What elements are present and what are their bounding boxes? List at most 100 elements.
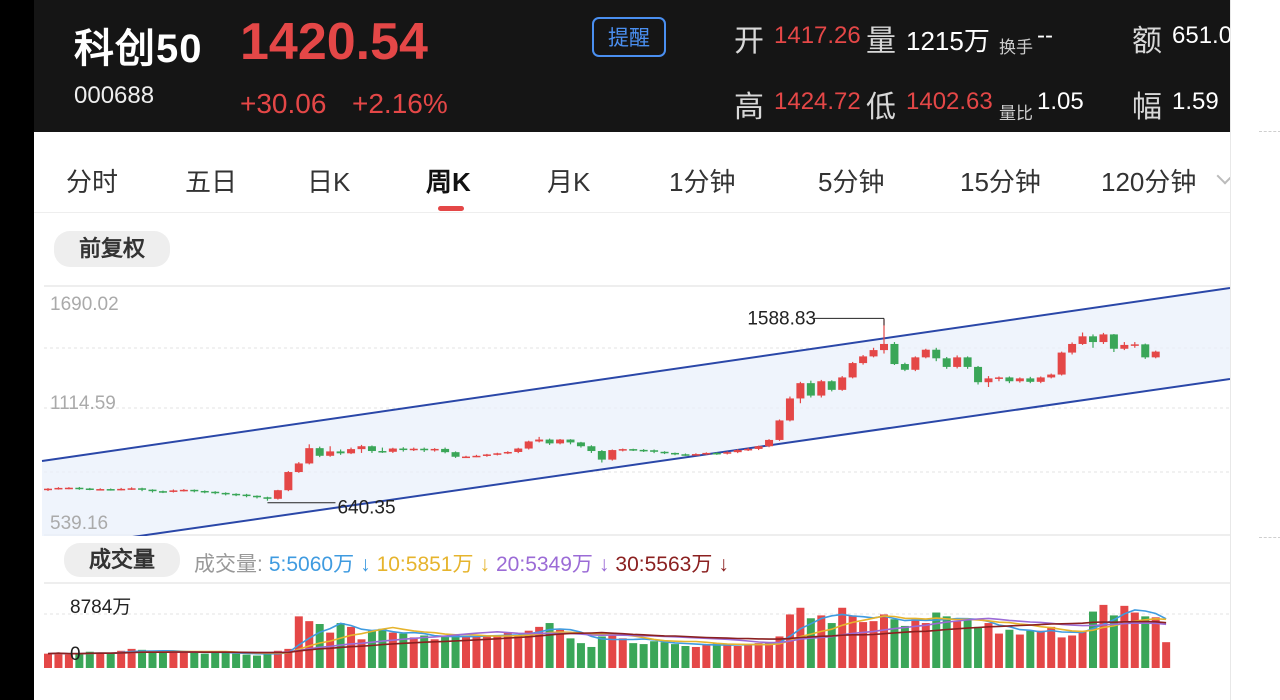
candle-body [974,366,983,383]
volume-bar [200,653,209,668]
candle-body [838,377,847,390]
tab-five-day[interactable]: 五日 [185,167,238,197]
stock-price: 1420.54 [240,13,428,71]
stock-change: +30.06 [240,88,327,119]
volume-bar [775,636,784,668]
volume-bar [54,652,63,668]
candle-body [744,448,753,451]
volume-bar [650,641,659,668]
volume-bar [890,619,899,668]
volume-bar [242,654,251,668]
candle-body [1036,377,1045,382]
tab-monthly-k[interactable]: 月K [547,167,591,197]
volume-indicator-button[interactable]: 成交量 [64,543,180,577]
open-value: 1417.26 [774,22,861,49]
stock-change-percent: +2.16% [352,88,448,119]
active-tab-indicator [438,206,464,211]
volume-bar [326,632,335,668]
volume-bar [367,630,376,668]
tab-daily-k[interactable]: 日K [307,167,351,197]
ma10-label: 10:5851万 ↓ [376,553,490,576]
candle-body [880,343,888,351]
candle-body [984,378,993,383]
volume-label: 量 [866,25,896,58]
volume-bar [733,646,742,668]
volume-bar [263,653,272,668]
candle-body [702,452,711,455]
candle-body [691,454,700,456]
volume-chart[interactable] [34,580,1230,672]
tab-weekly-k[interactable]: 周K [426,167,471,197]
volume-bar [85,651,94,668]
candle-body [1068,343,1077,353]
candle-body [409,448,418,451]
volume-bar [1057,637,1066,668]
tab-15min[interactable]: 15分钟 [960,167,1041,197]
volume-bar [618,638,627,668]
chevron-down-icon[interactable] [1216,167,1230,185]
volume-bar [315,624,324,668]
volume-bar [744,645,753,668]
candle-body [44,488,52,491]
volume-bar [765,642,774,668]
amplitude-label: 幅 [1132,91,1162,124]
candle-body [420,448,429,451]
volume-bar [660,642,669,668]
candle-body [367,446,376,452]
volume-bar [179,651,188,668]
candle-body [190,489,199,492]
candle-body [96,489,105,491]
candle-body [232,493,241,496]
candle-body [859,356,868,364]
candle-body [1026,378,1035,382]
candle-body [169,490,178,492]
candle-body [1109,334,1118,349]
candle-body [953,357,962,367]
volume-bar [1130,612,1139,668]
volume-bar [838,607,847,668]
stock-chart-app: 科创50 000688 1420.54 +30.06 +2.16% 提醒 开 1… [34,0,1230,700]
candle-body [629,449,638,451]
candle-body [179,489,188,492]
volume-bar [556,629,565,668]
remind-button[interactable]: 提醒 [592,17,666,57]
volume-bar [44,653,52,668]
candle-body [503,451,512,454]
candle-body [117,488,126,491]
volume-bar [984,623,993,668]
trend-channel-fill [42,288,1230,536]
candle-body [305,448,314,464]
volume-bar [1109,615,1118,668]
volume-legend: 成交量: 5:5060万 ↓ 10:5851万 ↓ 20:5349万 ↓ 30:5563万 ↓ [194,548,735,578]
tab-5min[interactable]: 5分钟 [818,167,885,197]
tab-120min[interactable]: 120分钟 [1101,167,1197,197]
volume-bar [148,651,157,668]
high-label: 高 [734,91,764,124]
volume-bar [1078,631,1087,668]
candle-body [576,442,585,447]
price-adjust-button[interactable]: 前复权 [54,231,170,267]
candle-body [388,448,397,452]
tab-1min[interactable]: 1分钟 [669,167,736,197]
volume-bar [1015,634,1024,668]
volume-bar [1026,630,1035,668]
high-annotation-label: 1588.83 [747,308,816,329]
candlestick-chart[interactable]: 1690.02 1114.59 539.16 1588.83 640.35 [34,280,1230,536]
candle-body [524,441,533,449]
volume-axis-zero: 0 [70,644,81,665]
volume-bar [671,644,679,668]
candle-body [587,446,596,452]
tab-intraday[interactable]: 分时 [66,167,119,197]
stock-code: 000688 [74,82,155,109]
candle-body [347,449,356,454]
volume-bar [880,614,888,668]
candle-body [1151,351,1160,358]
price-axis-bottom: 539.16 [50,513,108,534]
candle-body [1141,344,1150,358]
volume-bar [681,646,690,668]
candle-body [326,451,335,456]
candle-body [284,472,293,491]
volume-bar [629,643,638,668]
volume-bar [169,650,178,668]
stock-name: 科创50 [74,27,203,71]
